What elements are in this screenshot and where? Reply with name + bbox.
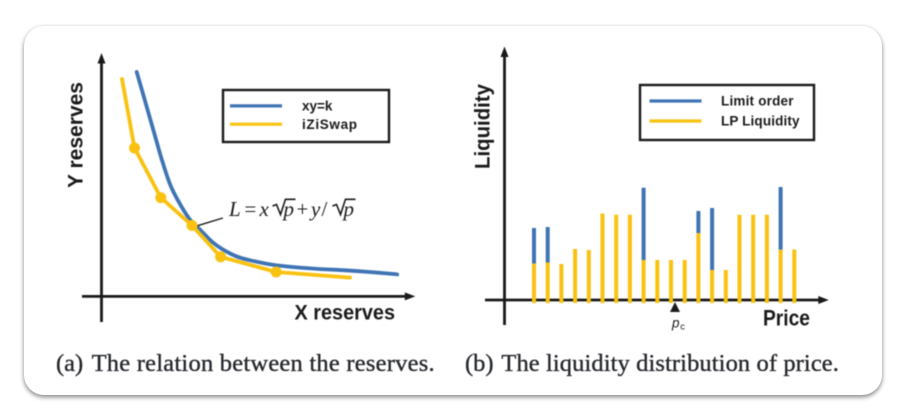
svg-text:(a): (a): [56, 350, 83, 377]
svg-text:Price: Price: [763, 305, 810, 330]
svg-text:p: p: [282, 197, 295, 221]
svg-text:x: x: [259, 197, 270, 221]
svg-text:The liquidity distribution of: The liquidity distribution of price.: [501, 350, 839, 377]
svg-text:iZiSwap: iZiSwap: [302, 117, 357, 132]
svg-text:p: p: [342, 197, 355, 221]
svg-text:(b): (b): [465, 350, 494, 377]
svg-text:Y reserves: Y reserves: [65, 82, 88, 188]
svg-text:p: p: [671, 316, 680, 331]
svg-text:L: L: [228, 197, 241, 221]
svg-text:+: +: [297, 197, 309, 221]
svg-text:/: /: [322, 197, 328, 221]
svg-text:LP Liquidity: LP Liquidity: [721, 114, 800, 129]
svg-text:Limit order: Limit order: [721, 94, 794, 109]
svg-text:The relation between the reser: The relation between the reserves.: [92, 350, 435, 377]
svg-text:c: c: [680, 322, 685, 333]
svg-text:y: y: [309, 197, 321, 221]
svg-text:Liquidity: Liquidity: [472, 84, 495, 169]
svg-text:xy=k: xy=k: [302, 99, 333, 114]
svg-text:=: =: [245, 197, 257, 221]
svg-text:X reserves: X reserves: [295, 302, 396, 325]
